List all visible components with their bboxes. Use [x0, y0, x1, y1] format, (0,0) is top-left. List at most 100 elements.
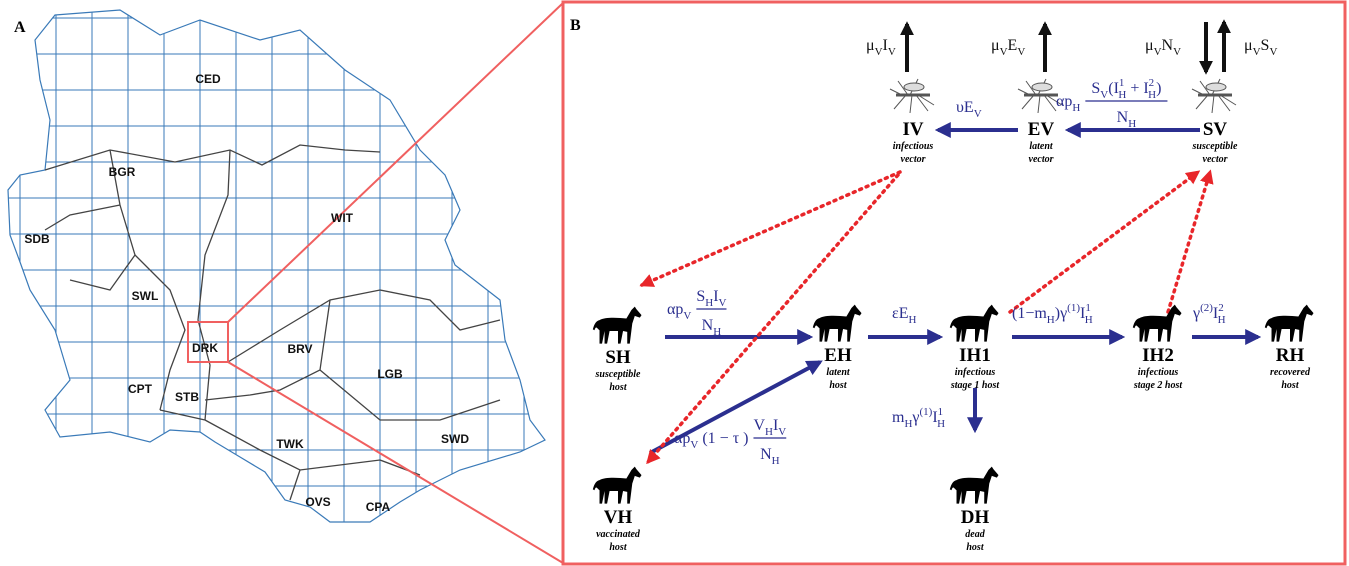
node-description: infectious	[1138, 367, 1179, 378]
rate-text: αpV (1 − τ )	[674, 430, 748, 451]
rate-part: V	[974, 108, 982, 120]
horse-icon	[812, 304, 862, 342]
rate-text: εEH	[892, 305, 917, 326]
rate-part: S	[1261, 37, 1270, 54]
horse-icon	[949, 466, 999, 504]
rate-part: V	[1154, 46, 1162, 58]
rate-part: N	[1162, 37, 1174, 54]
rate-part: H	[904, 418, 912, 430]
zoom-line	[227, 361, 564, 564]
node-description: latent	[826, 367, 851, 378]
region-label: STB	[175, 390, 199, 404]
rate-part: N	[760, 446, 772, 463]
rate-part: H	[1118, 89, 1126, 101]
rate-part: I	[1213, 305, 1218, 322]
flow-arrows	[649, 122, 1262, 455]
rate-part: )	[1156, 80, 1161, 97]
infection-arrows	[639, 169, 1214, 465]
rate-text: NH	[760, 446, 780, 467]
node-label: SV	[1203, 119, 1228, 140]
rate-part: αp	[674, 430, 690, 447]
rate-text: μVEV	[991, 37, 1025, 58]
region-label: CED	[195, 72, 221, 86]
zoom-box	[187, 321, 229, 363]
node-description: host	[966, 542, 984, 553]
rate-part: V	[1100, 89, 1108, 101]
node-description: dead	[965, 529, 985, 540]
death-arrows	[900, 19, 1231, 75]
node-description: stage 1 host	[950, 380, 1001, 391]
map-panel: A CED BGR WIT SDB SWL DRK BRV LGB CPT STB TWK SWD OV…	[7, 2, 564, 564]
region-label: BRV	[287, 342, 312, 356]
rate-part: I	[773, 417, 778, 434]
node-description: infectious	[955, 367, 996, 378]
rate-part: H	[1218, 314, 1226, 326]
region-label: BGR	[109, 165, 136, 179]
node-description: vector	[1203, 154, 1228, 165]
panel-label: B	[570, 17, 581, 34]
rate-part: H	[909, 314, 917, 326]
node-label: VH	[604, 507, 633, 528]
node-description: recovered	[1270, 367, 1311, 378]
node-description: vector	[901, 154, 926, 165]
node-description: vaccinated	[596, 529, 641, 540]
rate-part: I	[883, 37, 888, 54]
rate-text: mHγ(1)I1 H	[892, 406, 945, 430]
region-label: SDB	[24, 232, 50, 246]
rate-text: NH	[702, 317, 722, 338]
panel-label: A	[14, 19, 26, 36]
node-label: DH	[961, 507, 990, 528]
rate-part: H	[705, 297, 713, 309]
rate-part: V	[1000, 46, 1008, 58]
rate-part: I	[932, 409, 937, 426]
rate-part: V	[1269, 46, 1277, 58]
rate-part: 1	[938, 406, 944, 418]
rate-part: εE	[892, 305, 909, 322]
node-description: host	[1281, 380, 1299, 391]
rate-part: 1	[1085, 302, 1091, 314]
rate-text: VHIV	[753, 417, 786, 438]
node-description: latent	[1029, 141, 1054, 152]
rate-part: 2	[1218, 302, 1224, 314]
rate-part: (1)	[919, 406, 932, 418]
rate-part: μ	[866, 37, 875, 54]
rate-part: V	[1173, 46, 1181, 58]
rate-text: SV(I1 H + I2 H)	[1091, 77, 1161, 101]
region-label: DRK	[192, 341, 218, 355]
rate-part: H	[772, 455, 780, 467]
rate-part: V	[719, 297, 727, 309]
horse-icon	[1132, 304, 1182, 342]
panel-b-frame	[561, 0, 1347, 566]
rate-part: V	[1253, 46, 1261, 58]
rate-part: V	[875, 46, 883, 58]
horse-icon	[592, 306, 642, 344]
rate-text: NH	[1117, 109, 1137, 130]
region-label: OVS	[305, 495, 330, 509]
region-label: TWK	[276, 437, 304, 451]
rate-part: (2)	[1200, 302, 1213, 314]
rate-text: γ(2)I2 H	[1192, 302, 1226, 326]
rate-part: H	[1128, 118, 1136, 130]
rate-part: H	[1085, 314, 1093, 326]
rate-part: γ	[1192, 305, 1200, 322]
node-label: RH	[1276, 345, 1305, 366]
node-label: IH2	[1142, 345, 1174, 366]
rate-text: αpH	[1056, 93, 1080, 114]
region-label: CPT	[128, 382, 153, 396]
zoom-line	[227, 2, 564, 323]
rate-part: 1	[1119, 77, 1125, 89]
region-borders	[44, 144, 501, 501]
horse-icon	[1264, 304, 1314, 342]
rate-text: υEV	[956, 99, 982, 120]
rate-part: H	[1047, 314, 1055, 326]
rate-part: (1)	[1067, 302, 1080, 314]
rate-part: V	[683, 310, 691, 322]
node-description: susceptible	[1192, 141, 1239, 152]
region-label: LGB	[377, 367, 403, 381]
rate-part: V	[888, 46, 896, 58]
rate-text: μVIV	[866, 37, 896, 58]
mosquito-icon	[1190, 77, 1238, 115]
rate-part: I	[713, 288, 718, 305]
rate-part: H	[937, 418, 945, 430]
